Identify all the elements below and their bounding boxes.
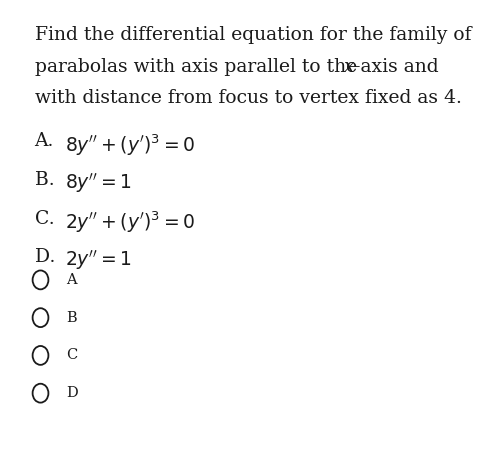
Text: Find the differential equation for the family of: Find the differential equation for the f… (35, 26, 471, 44)
Text: x: x (344, 58, 355, 76)
Text: parabolas with axis parallel to the: parabolas with axis parallel to the (35, 58, 363, 76)
Text: $2y'' = 1$: $2y'' = 1$ (65, 248, 132, 272)
Text: with distance from focus to vertex fixed as 4.: with distance from focus to vertex fixed… (35, 89, 461, 107)
Text: C.: C. (35, 210, 60, 228)
Text: B: B (66, 311, 77, 325)
Text: D: D (66, 386, 78, 400)
Text: D.: D. (35, 248, 61, 266)
Text: $8y'' = 1$: $8y'' = 1$ (65, 171, 132, 195)
Text: A: A (66, 273, 77, 287)
Text: A.: A. (35, 132, 60, 150)
Text: C: C (66, 348, 78, 362)
Text: -axis and: -axis and (354, 58, 438, 76)
Text: $2y'' + (y')^3 = 0$: $2y'' + (y')^3 = 0$ (65, 210, 196, 235)
Text: $8y'' + (y')^3 = 0$: $8y'' + (y')^3 = 0$ (65, 132, 196, 158)
Text: B.: B. (35, 171, 60, 189)
